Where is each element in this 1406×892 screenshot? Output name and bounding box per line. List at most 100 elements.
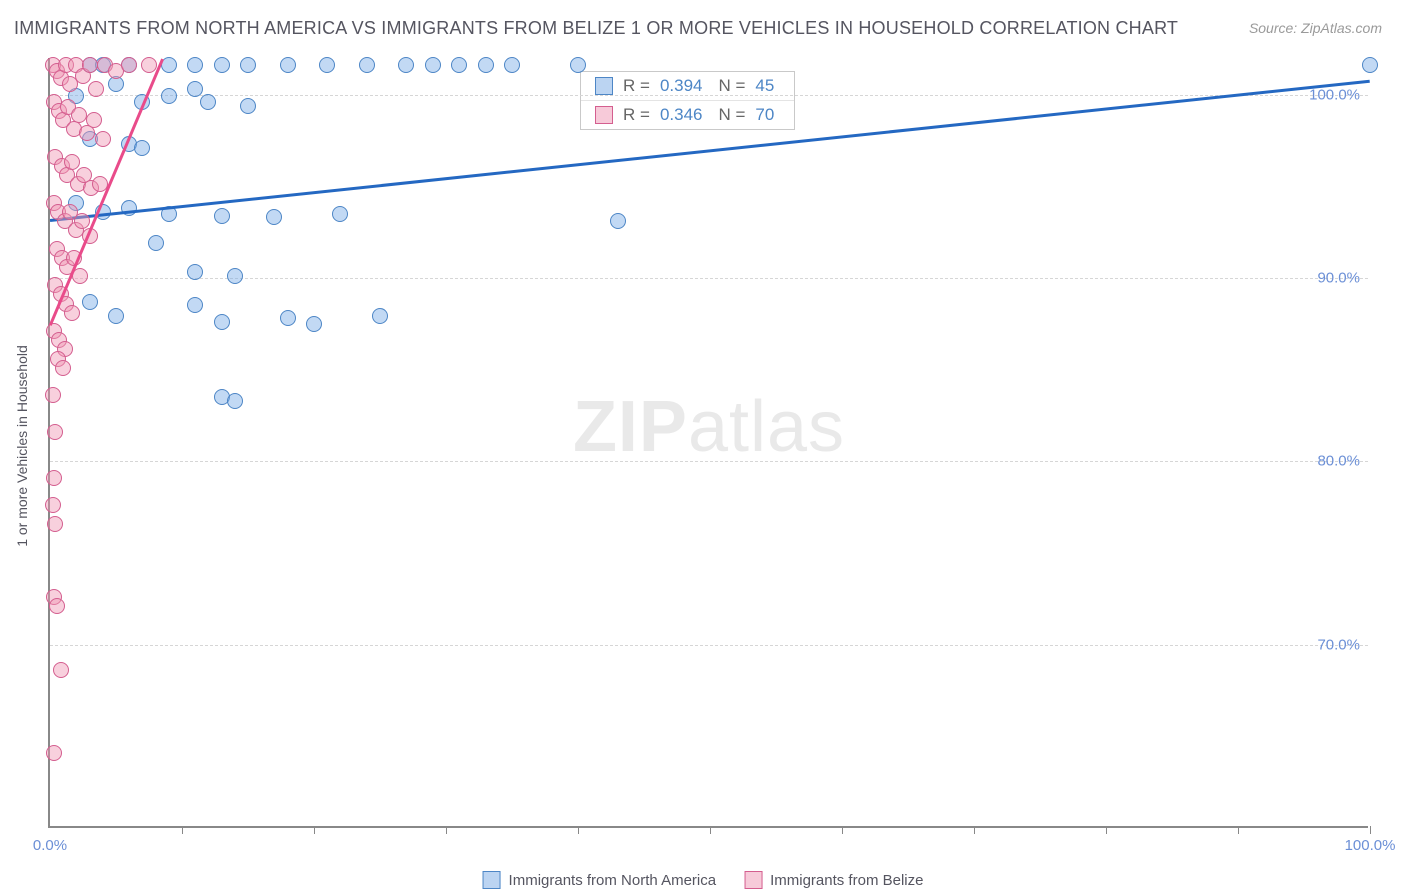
stats-row-blue: R = 0.394 N = 45 — [581, 72, 794, 100]
swatch-blue-icon — [595, 77, 613, 95]
data-point-pink — [49, 598, 65, 614]
x-tick — [446, 826, 447, 834]
source-prefix: Source: — [1249, 20, 1301, 36]
correlation-stats-box: R = 0.394 N = 45 R = 0.346 N = 70 — [580, 71, 795, 130]
data-point-blue — [570, 57, 586, 73]
x-tick — [182, 826, 183, 834]
data-point-blue — [214, 314, 230, 330]
stat-r-label: R = — [623, 105, 650, 125]
source-attribution: Source: ZipAtlas.com — [1249, 20, 1382, 36]
data-point-pink — [47, 424, 63, 440]
gridline — [50, 461, 1368, 462]
plot-area: ZIPatlas R = 0.394 N = 45 R = 0.346 N = … — [48, 58, 1368, 828]
data-point-blue — [240, 98, 256, 114]
x-tick — [974, 826, 975, 834]
stat-n-value-pink: 70 — [755, 105, 774, 125]
data-point-pink — [46, 745, 62, 761]
data-point-blue — [372, 308, 388, 324]
data-point-blue — [425, 57, 441, 73]
data-point-pink — [64, 305, 80, 321]
data-point-pink — [45, 497, 61, 513]
y-tick-label: 80.0% — [1317, 453, 1360, 470]
stat-r-value-pink: 0.346 — [660, 105, 703, 125]
data-point-pink — [53, 662, 69, 678]
data-point-blue — [200, 94, 216, 110]
data-point-blue — [319, 57, 335, 73]
data-point-blue — [161, 88, 177, 104]
legend-item-blue: Immigrants from North America — [483, 871, 717, 889]
stat-n-value-blue: 45 — [755, 76, 774, 96]
data-point-blue — [240, 57, 256, 73]
data-point-pink — [55, 360, 71, 376]
x-tick — [314, 826, 315, 834]
data-point-pink — [45, 387, 61, 403]
watermark-bold: ZIP — [573, 387, 688, 467]
legend-label-blue: Immigrants from North America — [509, 872, 717, 889]
data-point-pink — [86, 112, 102, 128]
data-point-blue — [187, 81, 203, 97]
data-point-blue — [214, 208, 230, 224]
swatch-pink-icon — [595, 106, 613, 124]
data-point-pink — [95, 131, 111, 147]
stat-r-label: R = — [623, 76, 650, 96]
source-link[interactable]: ZipAtlas.com — [1301, 20, 1382, 36]
data-point-blue — [359, 57, 375, 73]
data-point-pink — [82, 57, 98, 73]
y-tick-label: 90.0% — [1317, 270, 1360, 287]
data-point-blue — [121, 200, 137, 216]
data-point-blue — [478, 57, 494, 73]
data-point-blue — [187, 57, 203, 73]
data-point-pink — [88, 81, 104, 97]
data-point-blue — [227, 393, 243, 409]
stats-row-pink: R = 0.346 N = 70 — [581, 100, 794, 129]
x-tick — [710, 826, 711, 834]
y-axis-title: 1 or more Vehicles in Household — [14, 345, 30, 547]
legend-item-pink: Immigrants from Belize — [744, 871, 923, 889]
data-point-blue — [306, 316, 322, 332]
data-point-pink — [121, 57, 137, 73]
data-point-pink — [74, 213, 90, 229]
data-point-blue — [280, 310, 296, 326]
data-point-blue — [227, 268, 243, 284]
x-tick — [842, 826, 843, 834]
gridline — [50, 278, 1368, 279]
data-point-blue — [610, 213, 626, 229]
data-point-blue — [332, 206, 348, 222]
legend-swatch-blue-icon — [483, 871, 501, 889]
data-point-blue — [1362, 57, 1378, 73]
x-tick — [1106, 826, 1107, 834]
x-tick — [1370, 826, 1371, 834]
legend-swatch-pink-icon — [744, 871, 762, 889]
gridline — [50, 95, 1368, 96]
data-point-pink — [141, 57, 157, 73]
data-point-blue — [504, 57, 520, 73]
data-point-blue — [148, 235, 164, 251]
watermark-light: atlas — [688, 387, 845, 467]
data-point-blue — [187, 264, 203, 280]
y-tick-label: 100.0% — [1309, 86, 1360, 103]
data-point-blue — [398, 57, 414, 73]
watermark: ZIPatlas — [573, 386, 845, 468]
data-point-blue — [266, 209, 282, 225]
data-point-blue — [214, 57, 230, 73]
stat-r-value-blue: 0.394 — [660, 76, 703, 96]
stat-n-label: N = — [718, 105, 745, 125]
data-point-blue — [187, 297, 203, 313]
data-point-pink — [64, 154, 80, 170]
x-tick — [1238, 826, 1239, 834]
chart-title: IMMIGRANTS FROM NORTH AMERICA VS IMMIGRA… — [14, 18, 1178, 39]
x-tick — [578, 826, 579, 834]
legend-label-pink: Immigrants from Belize — [770, 872, 923, 889]
data-point-blue — [280, 57, 296, 73]
data-point-blue — [82, 294, 98, 310]
data-point-pink — [72, 268, 88, 284]
y-tick-label: 70.0% — [1317, 636, 1360, 653]
data-point-blue — [451, 57, 467, 73]
data-point-pink — [47, 516, 63, 532]
data-point-pink — [46, 470, 62, 486]
stat-n-label: N = — [718, 76, 745, 96]
data-point-blue — [108, 308, 124, 324]
x-tick-label: 100.0% — [1345, 837, 1396, 854]
legend: Immigrants from North America Immigrants… — [483, 871, 924, 889]
gridline — [50, 645, 1368, 646]
